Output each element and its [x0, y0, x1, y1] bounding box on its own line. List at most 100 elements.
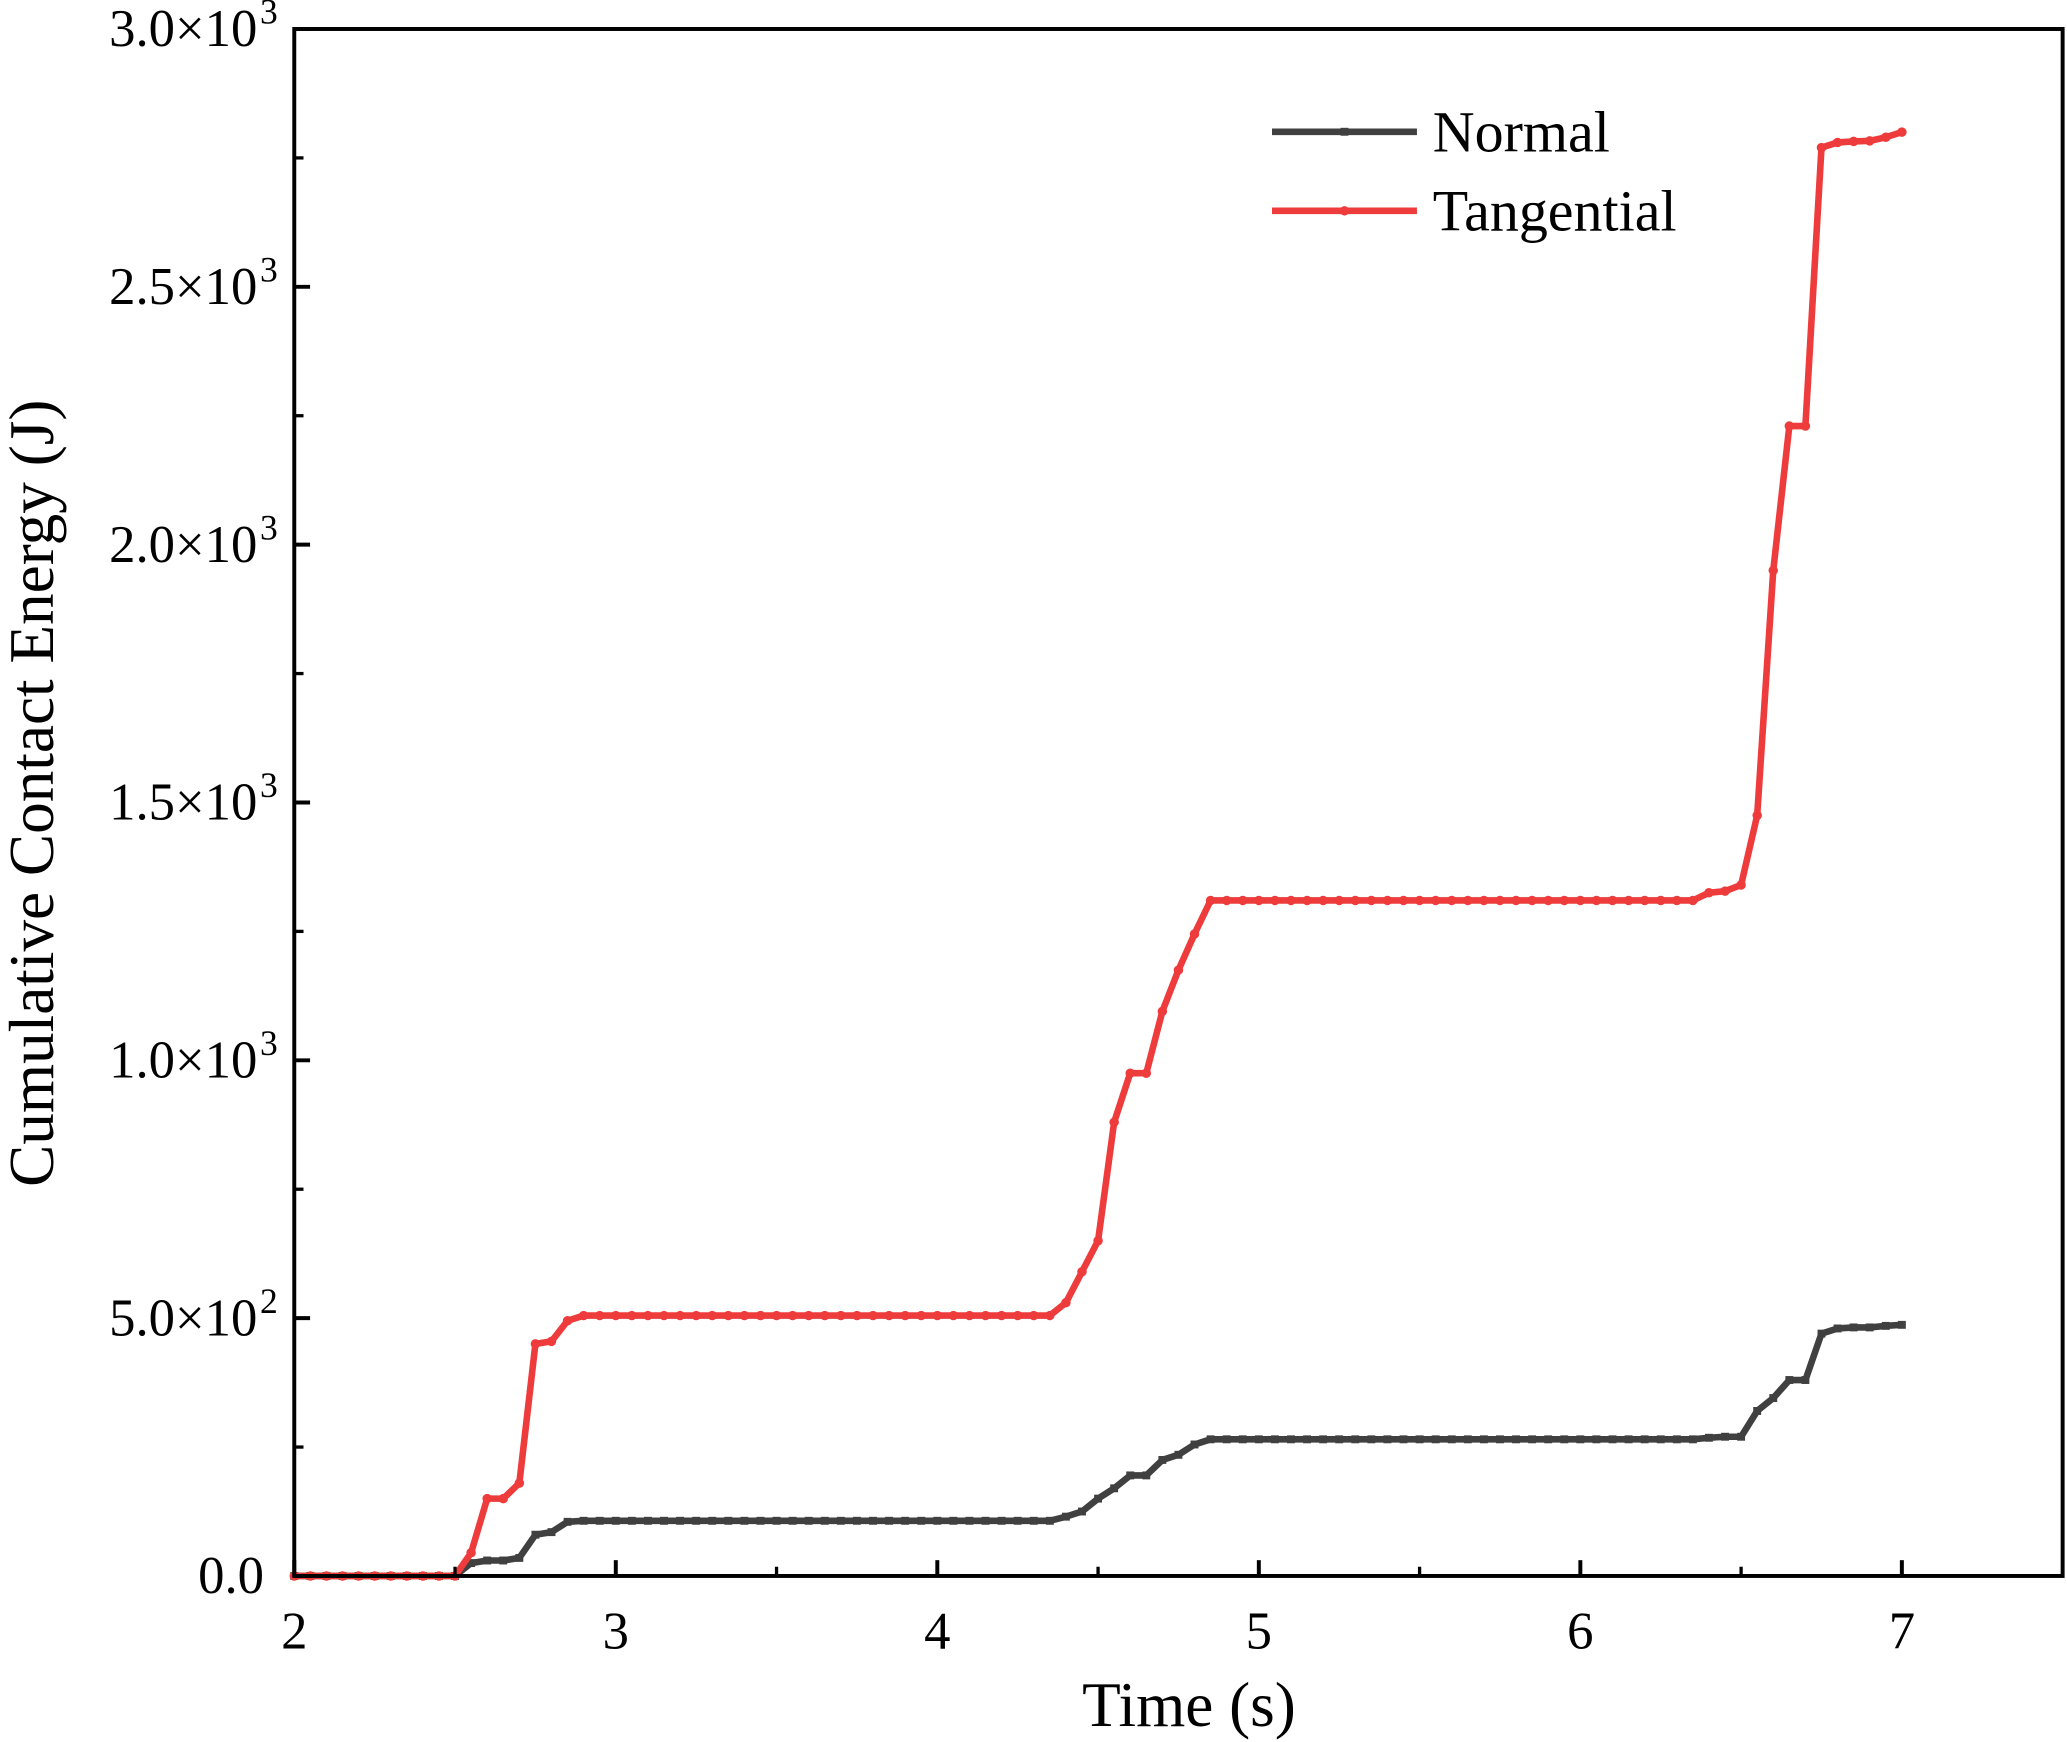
- data-point: [1334, 895, 1344, 906]
- data-point: [1623, 895, 1634, 906]
- data-point: [1897, 1320, 1906, 1329]
- data-point: [1238, 895, 1248, 906]
- legend-marker: [1339, 206, 1350, 216]
- data-point: [1817, 1329, 1826, 1338]
- data-point: [1463, 895, 1473, 906]
- data-point: [708, 1516, 717, 1525]
- data-point: [965, 1516, 974, 1525]
- data-point: [755, 1310, 766, 1321]
- data-point: [1688, 895, 1698, 906]
- data-point: [1125, 1068, 1135, 1078]
- data-point: [467, 1559, 476, 1568]
- data-point: [1351, 1435, 1360, 1444]
- data-point: [820, 1516, 829, 1525]
- data-point: [1078, 1507, 1086, 1516]
- data-point: [771, 1310, 782, 1321]
- data-point: [1543, 895, 1553, 906]
- data-point: [1832, 137, 1843, 148]
- data-point: [1302, 895, 1312, 906]
- data-point: [660, 1516, 668, 1525]
- data-point: [1527, 895, 1537, 906]
- data-point: [996, 1310, 1007, 1321]
- data-point: [1189, 929, 1200, 939]
- data-point: [643, 1310, 653, 1321]
- data-point: [980, 1310, 991, 1321]
- data-point: [1254, 1435, 1263, 1444]
- data-point: [1495, 895, 1505, 906]
- data-point: [659, 1310, 669, 1321]
- data-point: [1318, 895, 1328, 906]
- data-point: [1864, 136, 1875, 146]
- data-point: [1157, 1006, 1168, 1017]
- data-point: [1656, 1435, 1665, 1444]
- y-axis-title: Cumulative Contact Energy (J): [0, 400, 67, 1187]
- data-point: [1013, 1516, 1022, 1525]
- data-point: [787, 1310, 798, 1321]
- data-point: [1286, 895, 1296, 906]
- data-point: [1061, 1512, 1070, 1521]
- data-point: [530, 1339, 541, 1349]
- data-point: [1270, 895, 1280, 906]
- data-point: [981, 1516, 990, 1525]
- data-point: [1591, 895, 1602, 906]
- data-point: [1672, 895, 1682, 906]
- data-point: [1769, 1394, 1778, 1403]
- data-point: [1801, 1376, 1810, 1384]
- data-point: [1833, 1324, 1842, 1333]
- data-point: [1398, 895, 1409, 906]
- y-tick-exponent: 3: [260, 507, 278, 547]
- data-point: [739, 1310, 750, 1321]
- data-point: [498, 1493, 509, 1504]
- data-point: [1221, 895, 1232, 906]
- data-point: [1366, 895, 1377, 906]
- data-point: [1816, 142, 1827, 153]
- data-point: [868, 1310, 878, 1321]
- data-point: [1110, 1484, 1119, 1493]
- data-point: [1029, 1310, 1039, 1321]
- data-point: [1093, 1236, 1103, 1246]
- data-point: [675, 1310, 685, 1321]
- x-tick-label: 7: [1889, 1602, 1915, 1660]
- data-point: [723, 1310, 734, 1321]
- data-point: [562, 1315, 573, 1326]
- data-point: [1752, 810, 1762, 821]
- data-point: [820, 1310, 830, 1321]
- data-point: [1206, 1435, 1215, 1444]
- data-point: [900, 1310, 910, 1321]
- data-point: [1446, 895, 1457, 906]
- series-line-tangential: [294, 128, 1903, 1580]
- data-point: [1158, 1455, 1167, 1464]
- data-point: [917, 1516, 926, 1525]
- data-point: [932, 1310, 943, 1321]
- data-point: [1061, 1297, 1071, 1308]
- y-tick-label: 1.0×10: [109, 1031, 257, 1089]
- data-point: [482, 1493, 492, 1504]
- y-tick-exponent: 3: [260, 765, 278, 805]
- data-point: [1077, 1266, 1087, 1277]
- x-tick-label: 4: [924, 1602, 950, 1660]
- data-point: [740, 1516, 749, 1525]
- data-point: [772, 1516, 781, 1525]
- series-tangential: [289, 127, 1907, 1581]
- data-point: [691, 1310, 701, 1321]
- data-point: [1849, 1323, 1858, 1332]
- data-point: [1415, 1435, 1424, 1444]
- data-point: [836, 1310, 846, 1321]
- y-tick-exponent: 3: [260, 0, 278, 32]
- data-point: [1190, 1440, 1199, 1449]
- data-point: [611, 1516, 620, 1525]
- data-point: [1367, 1435, 1376, 1444]
- data-point: [1270, 1435, 1279, 1444]
- data-point: [1575, 895, 1586, 906]
- data-point: [1173, 965, 1184, 975]
- data-point: [869, 1516, 877, 1525]
- x-tick-label: 2: [281, 1602, 307, 1660]
- x-tick-label: 3: [603, 1602, 629, 1660]
- plot-marks: [289, 127, 1907, 1581]
- data-point: [756, 1516, 765, 1525]
- data-point: [885, 1516, 894, 1525]
- data-point: [531, 1530, 540, 1539]
- data-point: [1865, 1323, 1874, 1332]
- data-point: [1672, 1435, 1681, 1444]
